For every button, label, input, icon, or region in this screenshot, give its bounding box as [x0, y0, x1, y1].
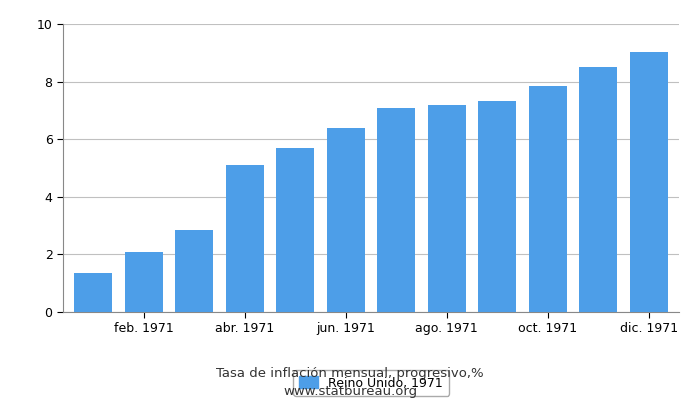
Bar	[175, 230, 214, 312]
Text: www.statbureau.org: www.statbureau.org	[283, 385, 417, 398]
Bar	[528, 86, 567, 312]
Bar	[630, 52, 668, 312]
Bar	[377, 108, 415, 312]
Text: Tasa de inflación mensual, progresivo,%: Tasa de inflación mensual, progresivo,%	[216, 368, 484, 380]
Bar	[276, 148, 314, 312]
Bar	[226, 164, 264, 312]
Bar	[125, 252, 162, 312]
Bar	[428, 105, 466, 312]
Legend: Reino Unido, 1971: Reino Unido, 1971	[293, 370, 449, 396]
Bar	[327, 128, 365, 312]
Bar	[74, 272, 112, 312]
Bar	[580, 67, 617, 312]
Bar	[478, 102, 516, 312]
